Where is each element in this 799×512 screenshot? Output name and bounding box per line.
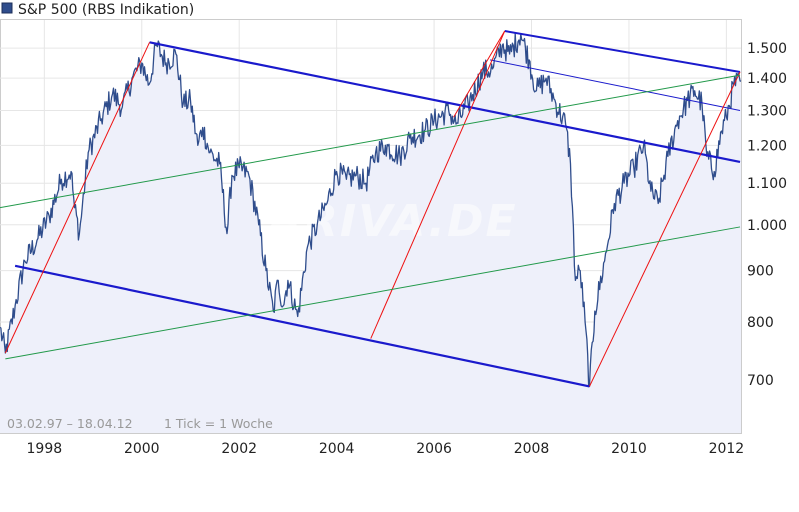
y-tick-label: 1.100 [747, 176, 787, 192]
trendline-green [0, 74, 741, 209]
y-tick-label: 1.500 [747, 41, 787, 57]
trend-layer [0, 30, 741, 388]
x-axis: 1998 2000 2002 2004 2006 2008 2010 2012 [27, 441, 745, 457]
trendline-channel_blue [14, 264, 590, 388]
trendline-channel_blue [504, 30, 741, 73]
x-tick-label: 2006 [416, 441, 452, 457]
y-tick-label: 1.000 [747, 218, 787, 234]
x-tick-label: 1998 [27, 441, 63, 457]
y-tick-label: 1.200 [747, 138, 787, 154]
tick-info-text: 1 Tick = 1 Woche [164, 416, 273, 431]
y-axis: 700 800 900 1.000 1.100 1.200 1.300 1.400 1.500 [747, 41, 787, 389]
x-tick-label: 2000 [124, 441, 160, 457]
trendline-red [589, 71, 741, 387]
legend-label: S&P 500 (RBS Indikation) [18, 2, 194, 18]
area-layer [0, 33, 741, 433]
trendline-red [370, 30, 506, 339]
x-tick-label: 2008 [514, 441, 550, 457]
price-area [0, 33, 741, 433]
y-tick-label: 800 [747, 315, 774, 331]
watermark: ARIVA.DE [265, 196, 518, 247]
y-tick-label: 1.300 [747, 103, 787, 119]
x-tick-label: 2010 [611, 441, 647, 457]
date-range-text: 03.02.97 – 18.04.12 [7, 416, 133, 431]
x-tick-label: 2002 [221, 441, 257, 457]
trendline-channel_blue [490, 59, 741, 111]
trendline-red [4, 42, 151, 354]
y-tick-label: 700 [747, 373, 774, 389]
y-tick-label: 900 [747, 264, 774, 280]
trendline-red [453, 30, 506, 118]
x-tick-label: 2004 [319, 441, 355, 457]
trendline-green [5, 226, 741, 360]
legend-swatch [1, 2, 13, 14]
trendline-channel_blue [149, 41, 741, 164]
y-tick-label: 1.400 [747, 71, 787, 87]
x-tick-label: 2012 [709, 441, 745, 457]
